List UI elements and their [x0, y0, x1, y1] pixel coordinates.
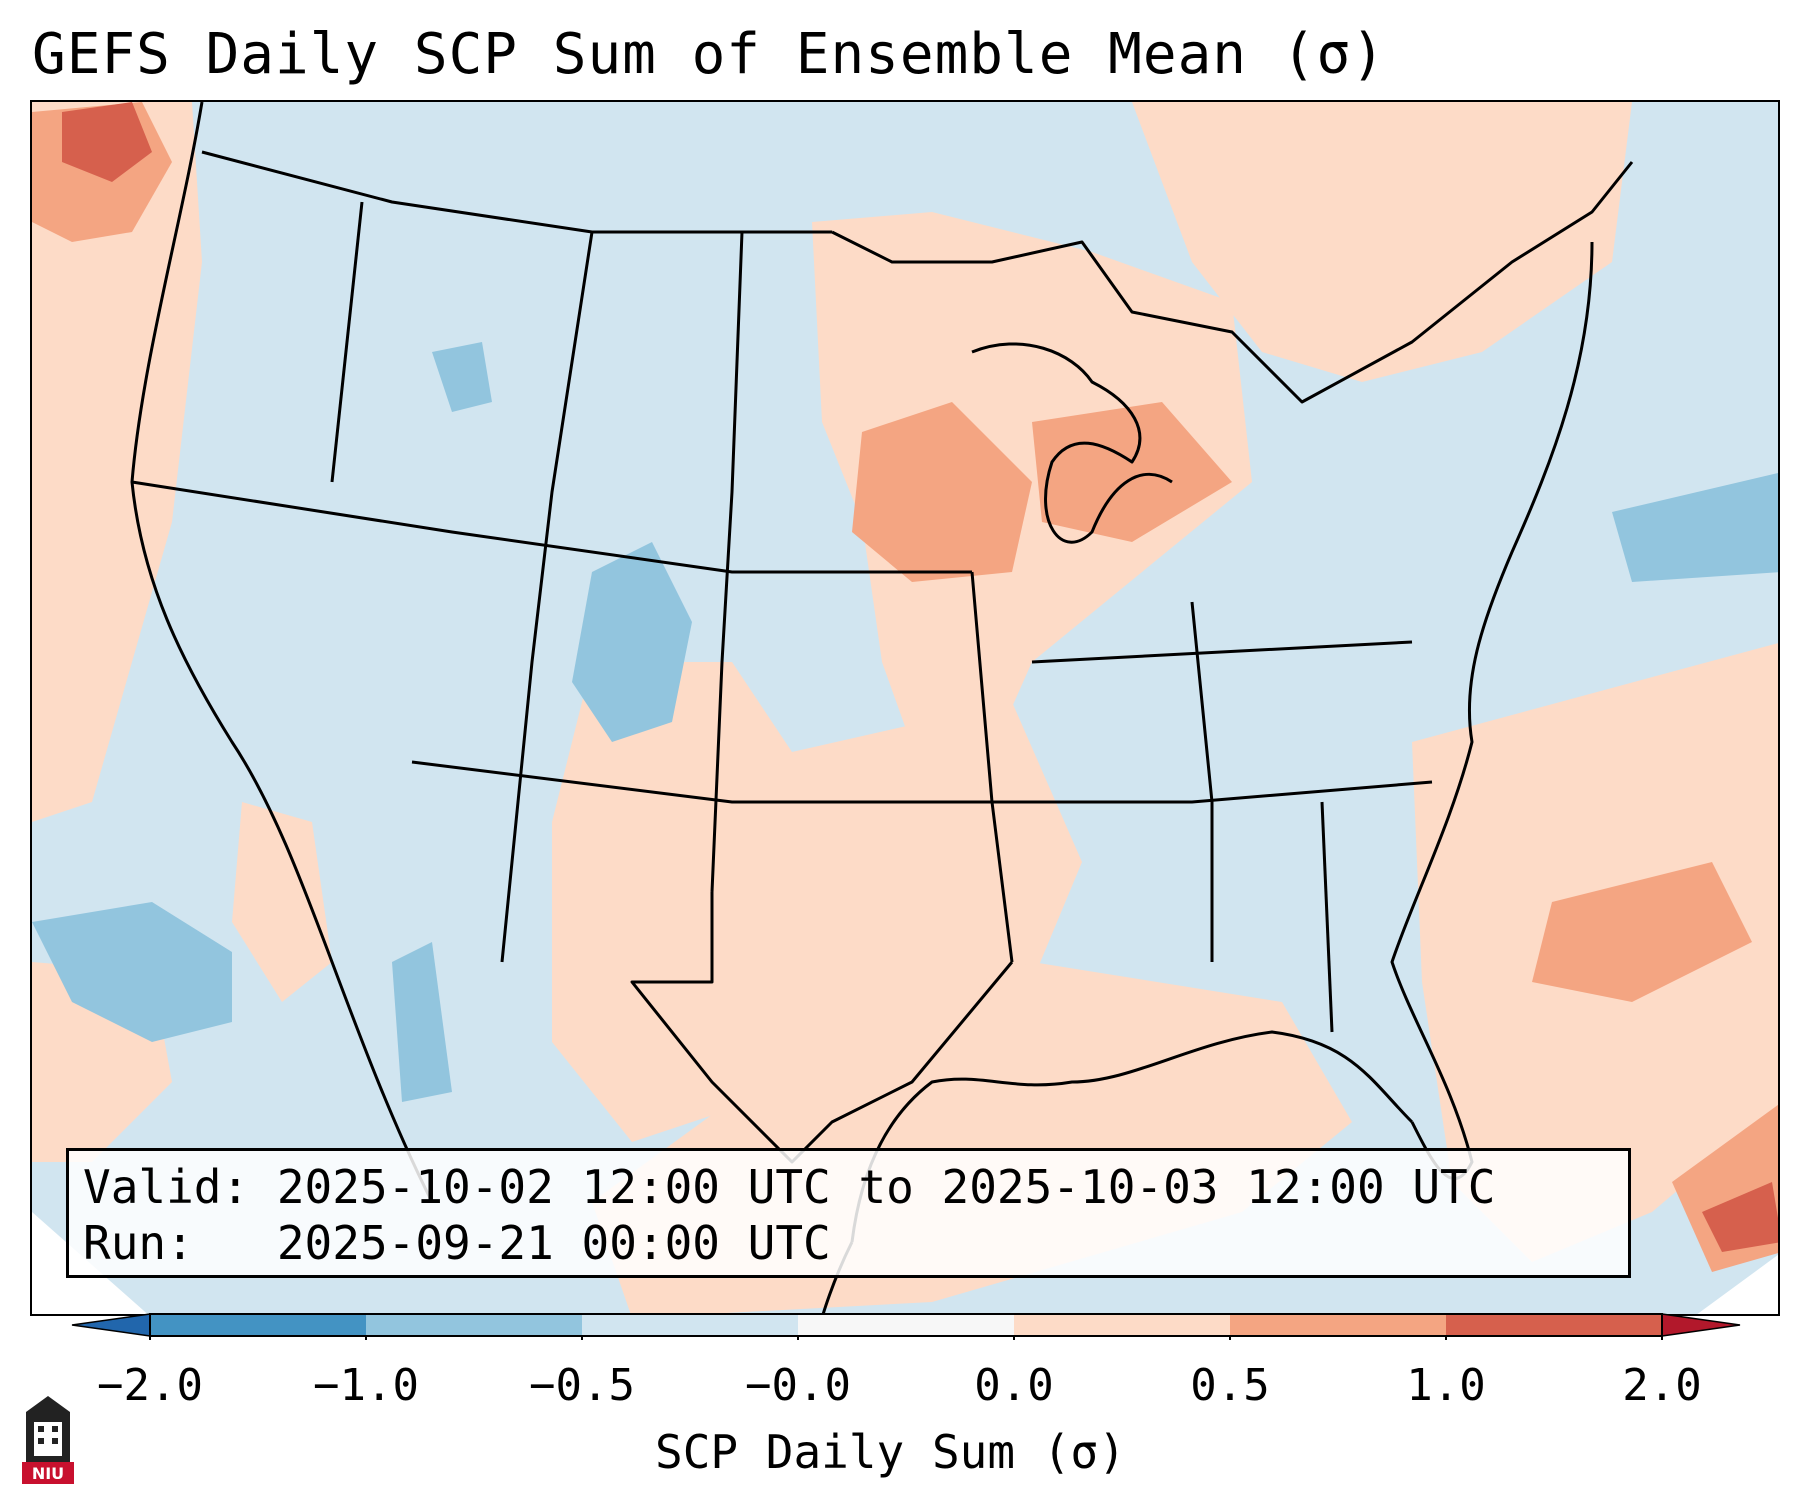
anomaly-positive-pacific-nw	[32, 102, 202, 822]
border-texas	[630, 892, 1014, 1164]
border-state-line-9	[1031, 640, 1413, 664]
projection-corner-se	[1697, 1254, 1778, 1314]
map-panel	[30, 100, 1780, 1316]
svg-text:NIU: NIU	[32, 1464, 64, 1483]
anomaly-mid-michigan	[1032, 402, 1232, 542]
colorbar-tick-label: −2.0	[97, 1360, 203, 1411]
border-canada-border-west	[201, 150, 832, 234]
anomaly-high-caribbean	[1702, 1182, 1778, 1252]
anomaly-negative-idaho	[432, 342, 492, 412]
border-canada-border-great-lakes	[831, 161, 1634, 404]
border-west-coast	[130, 102, 434, 1203]
anomaly-positive-southern-plains	[552, 662, 1082, 1142]
colorbar-segment	[1014, 1314, 1230, 1336]
anomaly-positive-upper-midwest	[812, 212, 1252, 802]
border-state-line-3	[500, 231, 594, 963]
colorbar-tick-label: 1.0	[1406, 1360, 1486, 1411]
anomaly-negative-mexico	[392, 942, 452, 1102]
colorbar-segment	[1230, 1314, 1446, 1336]
colorbar-segment	[582, 1314, 798, 1336]
valid-run-info-box: Valid: 2025-10-02 12:00 UTC to 2025-10-0…	[66, 1148, 1631, 1278]
colorbar-label: SCP Daily Sum (σ)	[655, 1425, 1126, 1479]
border-state-line-8	[1190, 601, 1214, 962]
border-state-line-2	[330, 201, 364, 483]
anomaly-mid-atlantic-sw	[1532, 862, 1752, 1002]
colorbar-tick-label: −0.5	[529, 1360, 635, 1411]
map-canvas	[32, 102, 1778, 1314]
scp-anomaly-field	[32, 102, 1778, 1314]
colorbar-segment	[150, 1314, 366, 1336]
colorbar-extend-min	[71, 1313, 151, 1337]
colorbar-extend-max	[1661, 1313, 1741, 1337]
border-gulf-coast	[850, 1030, 1414, 1243]
colorbar-tick-label: −1.0	[313, 1360, 419, 1411]
colorbar-outline	[149, 1313, 1663, 1337]
border-state-line-4	[710, 231, 744, 893]
border-state-line-5	[411, 760, 992, 804]
niu-logo-icon: NIU	[22, 1396, 74, 1484]
anomaly-negative-colorado	[572, 542, 692, 742]
colorbar-tick-label: −0.0	[745, 1360, 851, 1411]
chart-title: GEFS Daily SCP Sum of Ensemble Mean (σ)	[32, 22, 1386, 87]
border-state-line-1	[131, 480, 972, 574]
border-great-lakes	[971, 342, 1173, 544]
colorbar	[71, 1313, 1741, 1340]
state-borders	[130, 102, 1634, 1314]
border-state-line-7	[992, 780, 1433, 804]
anomaly-negative-atlantic-ne	[1612, 472, 1778, 582]
border-state-line-10	[1320, 801, 1334, 1033]
colorbar-tick-label: 0.0	[974, 1360, 1054, 1411]
colorbar-segment	[798, 1314, 1014, 1336]
colorbar-segment	[366, 1314, 582, 1336]
valid-time-text: Valid: 2025-10-02 12:00 UTC to 2025-10-0…	[83, 1160, 1496, 1214]
anomaly-positive-canada-east	[1132, 102, 1632, 382]
anomaly-positive-baja	[232, 802, 332, 1002]
anomaly-mid-iowa	[852, 402, 1032, 582]
run-time-text: Run: 2025-09-21 00:00 UTC	[83, 1216, 831, 1270]
colorbar-segment	[1446, 1314, 1662, 1336]
colorbar-tick-label: 0.5	[1190, 1360, 1270, 1411]
colorbar-tick-label: 2.0	[1622, 1360, 1702, 1411]
anomaly-high-pacific-nw	[62, 102, 152, 182]
anomaly-negative-pacific-sw	[32, 902, 232, 1042]
